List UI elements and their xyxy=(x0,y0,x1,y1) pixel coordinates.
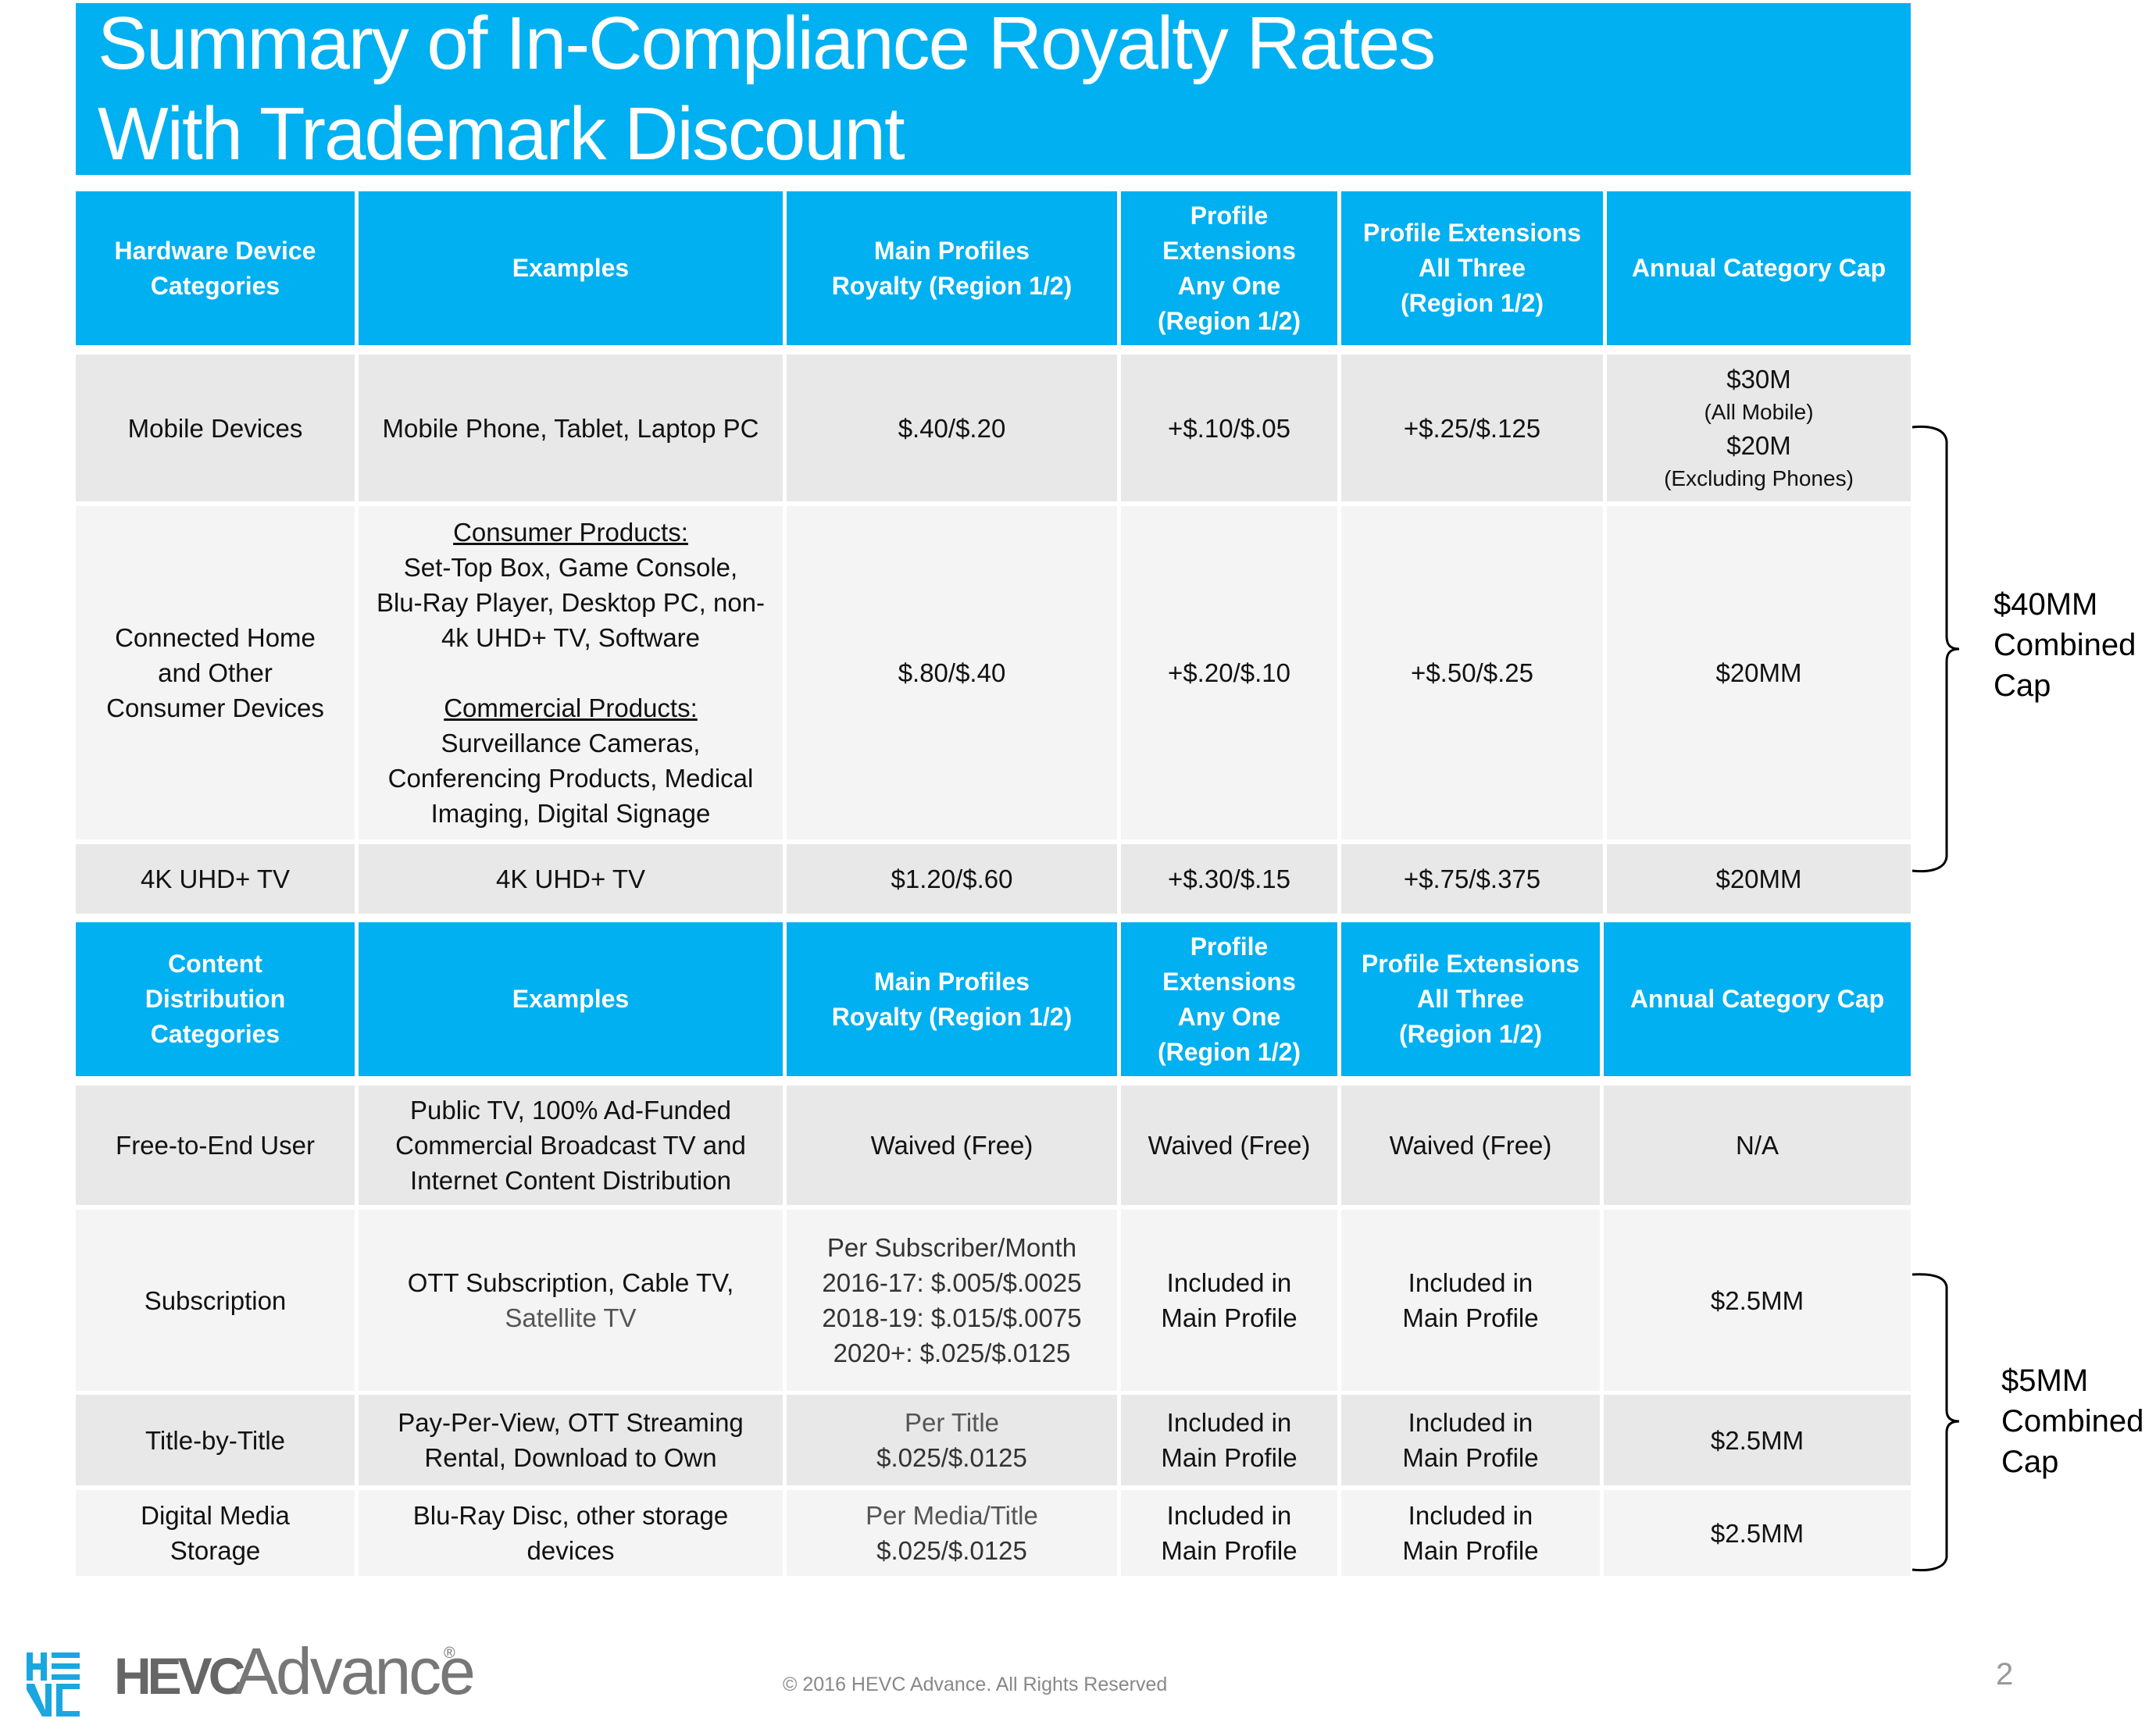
ext-all-three-cell: +$.50/$.25 xyxy=(1341,506,1607,840)
header-examples: Examples xyxy=(359,922,787,1076)
ext-any-one-cell: +$.20/$.10 xyxy=(1121,506,1341,840)
annual-cap-cell: $30M (All Mobile) $20M (Excluding Phones… xyxy=(1607,355,1911,501)
main-royalty-cell: Per Subscriber/Month 2016-17: $.005/$.002… xyxy=(787,1210,1121,1391)
title-banner: Summary of In-Compliance Royalty Rates W… xyxy=(76,2,1911,176)
title-line-2: With Trademark Discount xyxy=(98,92,905,176)
annual-cap-cell: $2.5MM xyxy=(1604,1490,1911,1576)
category-cell: Mobile Devices xyxy=(76,355,359,501)
examples-cell: OTT Subscription, Cable TV, Satellite TV xyxy=(359,1210,787,1391)
title-line-1: Summary of In-Compliance Royalty Rates xyxy=(98,2,1436,85)
ext-any-one-cell: Waived (Free) xyxy=(1121,1086,1341,1205)
header-ext-any-one: Profile Extensions Any One (Region 1/2) xyxy=(1121,191,1341,345)
examples-cell: Public TV, 100% Ad-Funded Commercial Broa… xyxy=(359,1086,787,1205)
annual-cap-cell: N/A xyxy=(1604,1086,1911,1205)
header-main-profiles: Main Profiles Royalty (Region 1/2) xyxy=(787,922,1121,1076)
main-royalty-cell: $1.20/$.60 xyxy=(787,844,1121,914)
category-cell: Free-to-End User xyxy=(76,1086,359,1205)
header-hardware-categories: Hardware Device Categories xyxy=(76,191,359,345)
header-main-profiles: Main Profiles Royalty (Region 1/2) xyxy=(787,191,1121,345)
hardware-combined-cap-label: $40MM Combined Cap xyxy=(1994,587,2136,703)
annual-cap-cell: $20MM xyxy=(1607,844,1911,914)
hardware-cap-brace-icon xyxy=(1911,425,1960,873)
ext-any-one-cell: Included in Main Profile xyxy=(1121,1395,1341,1485)
header-annual-cap: Annual Category Cap xyxy=(1607,191,1911,345)
ext-any-one-cell: +$.10/$.05 xyxy=(1121,355,1341,501)
ext-all-three-cell: Included in Main Profile xyxy=(1341,1490,1604,1576)
content-header-row: Content Distribution Categories Examples M… xyxy=(76,922,1911,1076)
ext-all-three-cell: Included in Main Profile xyxy=(1341,1210,1604,1391)
header-examples: Examples xyxy=(359,191,787,345)
ext-any-one-cell: Included in Main Profile xyxy=(1121,1490,1341,1576)
table-row: Free-to-End User Public TV, 100% Ad-Fund… xyxy=(76,1086,1911,1205)
annual-cap-cell: $20MM xyxy=(1607,506,1911,840)
ext-any-one-cell: Included in Main Profile xyxy=(1121,1210,1341,1391)
examples-cell: Blu-Ray Disc, other storage devices xyxy=(359,1490,787,1576)
header-ext-any-one: Profile Extensions Any One (Region 1/2) xyxy=(1121,922,1341,1076)
logo-text-hevc: HEVC xyxy=(114,1647,245,1705)
page-number: 2 xyxy=(1996,1657,2014,1692)
examples-cell: Consumer Products: Set-Top Box, Game Con… xyxy=(359,506,787,840)
examples-cell: Pay-Per-View, OTT Streaming Rental, Downl… xyxy=(359,1395,787,1485)
annual-cap-cell: $2.5MM xyxy=(1604,1210,1911,1391)
hevc-advance-logo: HEVC Advance ® xyxy=(22,1635,476,1721)
main-royalty-cell: $.80/$.40 xyxy=(787,506,1121,840)
category-cell: Subscription xyxy=(76,1210,359,1391)
main-royalty-cell: Per Title $.025/$.0125 xyxy=(787,1395,1121,1485)
ext-all-three-cell: Included in Main Profile xyxy=(1341,1395,1604,1485)
table-row: Digital Media Storage Blu-Ray Disc, other… xyxy=(76,1490,1911,1576)
header-ext-all-three: Profile Extensions All Three (Region 1/2) xyxy=(1341,922,1604,1076)
registered-mark: ® xyxy=(444,1645,455,1662)
examples-cell: Mobile Phone, Tablet, Laptop PC xyxy=(359,355,787,501)
ext-any-one-cell: +$.30/$.15 xyxy=(1121,844,1341,914)
header-ext-all-three: Profile Extensions All Three (Region 1/2) xyxy=(1341,191,1607,345)
commercial-products-heading: Commercial Products: xyxy=(444,693,698,722)
category-cell: 4K UHD+ TV xyxy=(76,844,359,914)
hevc-logo-mark-icon xyxy=(27,1652,80,1717)
ext-all-three-cell: +$.25/$.125 xyxy=(1341,355,1607,501)
copyright-text: © 2016 HEVC Advance. All Rights Reserved xyxy=(783,1674,1168,1695)
ext-all-three-cell: Waived (Free) xyxy=(1341,1086,1604,1205)
hardware-header-row: Hardware Device Categories Examples Main … xyxy=(76,191,1911,345)
table-row: Mobile Devices Mobile Phone, Tablet, Lap… xyxy=(76,355,1911,501)
ext-all-three-cell: +$.75/$.375 xyxy=(1341,844,1607,914)
content-cap-brace-icon xyxy=(1911,1273,1960,1572)
examples-cell: 4K UHD+ TV xyxy=(359,844,787,914)
main-royalty-cell: Waived (Free) xyxy=(787,1086,1121,1205)
table-row: Subscription OTT Subscription, Cable TV,… xyxy=(76,1210,1911,1391)
table-row: Title-by-Title Pay-Per-View, OTT Streami… xyxy=(76,1395,1911,1485)
main-royalty-cell: $.40/$.20 xyxy=(787,355,1121,501)
table-row: Connected Home and Other Consumer Devices … xyxy=(76,506,1911,840)
main-royalty-cell: Per Media/Title $.025/$.0125 xyxy=(787,1490,1121,1576)
header-content-categories: Content Distribution Categories xyxy=(76,922,359,1076)
content-combined-cap-label: $5MM Combined Cap xyxy=(2001,1364,2144,1479)
annual-cap-cell: $2.5MM xyxy=(1604,1395,1911,1485)
category-cell: Connected Home and Other Consumer Devices xyxy=(76,506,359,840)
consumer-products-heading: Consumer Products: xyxy=(453,518,688,547)
logo-text-advance: Advance xyxy=(234,1635,476,1708)
header-annual-cap: Annual Category Cap xyxy=(1604,922,1911,1076)
category-cell: Title-by-Title xyxy=(76,1395,359,1485)
table-row: 4K UHD+ TV 4K UHD+ TV $1.20/$.60 +$.30/$… xyxy=(76,844,1911,914)
page-title: Summary of In-Compliance Royalty Rates W… xyxy=(98,0,1436,180)
category-cell: Digital Media Storage xyxy=(76,1490,359,1576)
